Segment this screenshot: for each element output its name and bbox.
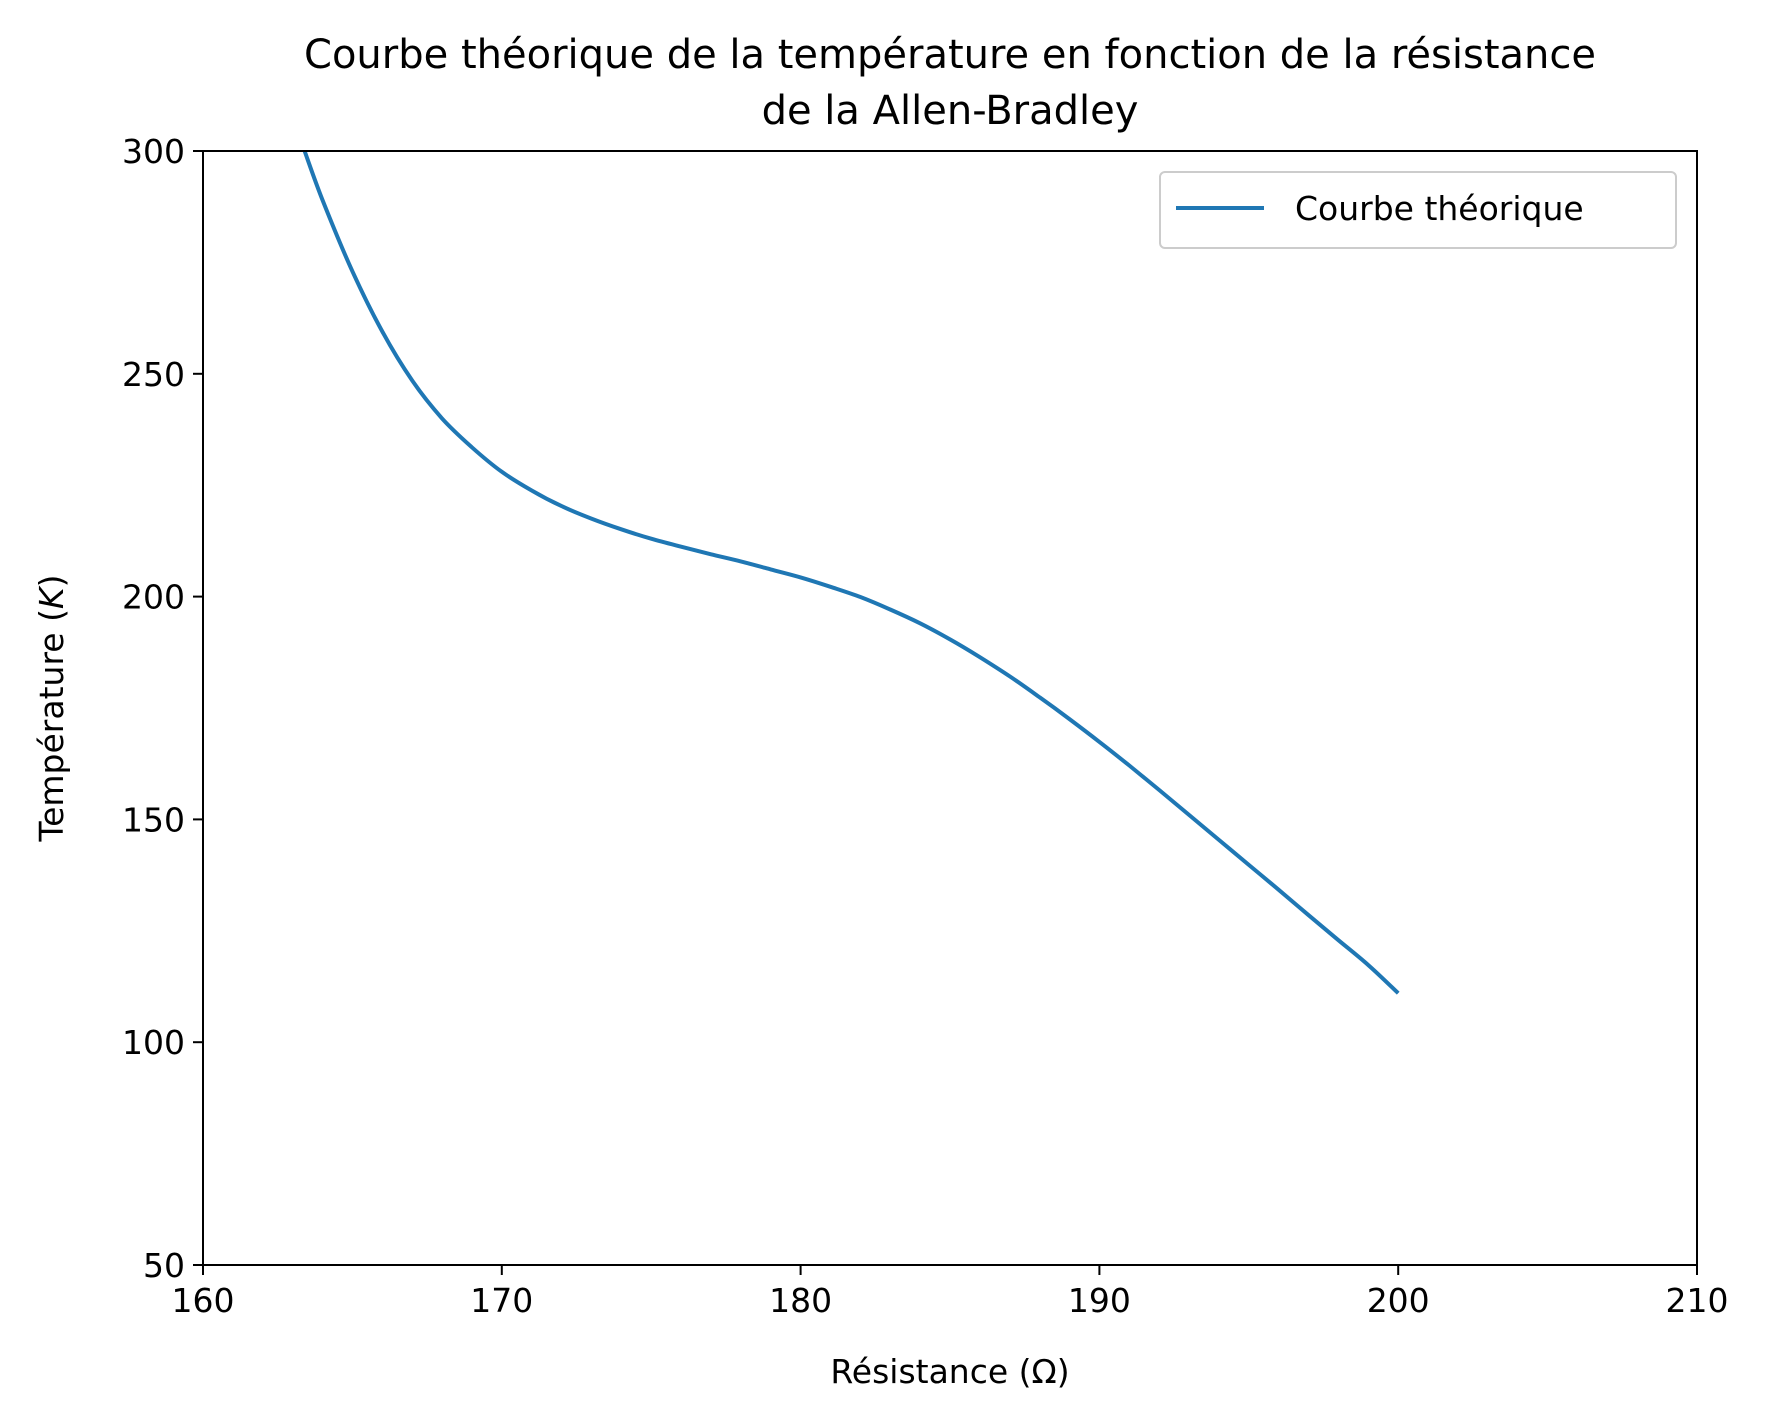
chart-title-line-2: de la Allen-Bradley [762,88,1139,134]
plot-area [203,151,1697,1265]
y-tick-label: 250 [122,355,185,394]
y-tick-label: 300 [122,132,185,171]
x-tick-label: 180 [769,1281,832,1320]
y-axis-ticks: 50 100 150 200 250 300 [122,132,203,1285]
y-axis-label: Température (K) [32,575,71,843]
y-axis-label-suffix: ) [32,575,71,588]
x-tick-label: 160 [172,1281,235,1320]
legend-label: Courbe théorique [1295,189,1584,228]
y-tick-label: 200 [122,578,185,617]
x-tick-label: 190 [1068,1281,1131,1320]
legend: Courbe théorique [1159,171,1677,249]
chart-title-line-1: Courbe théorique de la température en fo… [304,32,1596,78]
y-tick-label: 50 [143,1246,185,1285]
x-tick-label: 200 [1367,1281,1430,1320]
series-line-courbe-theorique [302,150,1400,995]
y-tick-label: 100 [122,1023,185,1062]
x-axis-ticks: 160 170 180 190 200 210 [172,1265,1729,1320]
legend-box [1159,171,1677,249]
y-axis-label-variable: K [32,585,71,609]
x-tick-label: 170 [470,1281,533,1320]
x-tick-label: 210 [1666,1281,1729,1320]
y-tick-label: 150 [122,800,185,839]
x-axis-label: Résistance (Ω) [830,1352,1069,1391]
y-axis-label-prefix: Température ( [32,609,71,842]
plot-frame [202,150,1698,1266]
